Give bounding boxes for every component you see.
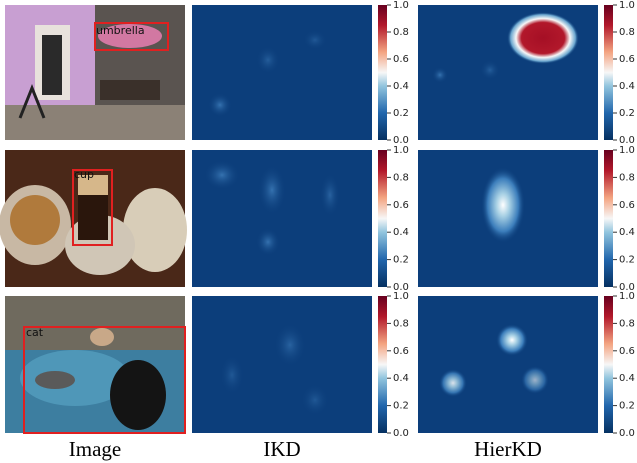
tick-label: 0.4 bbox=[619, 373, 635, 384]
tick-label: 1.0 bbox=[619, 291, 635, 302]
tick-label: 0.4 bbox=[393, 373, 409, 384]
detection-label: cup bbox=[74, 168, 94, 181]
tick-label: 0.6 bbox=[619, 54, 635, 65]
tick-label: 0.6 bbox=[619, 200, 635, 211]
photo-cat: cat bbox=[5, 296, 185, 433]
photo-cup: cup bbox=[0, 150, 187, 287]
tick-label: 0.4 bbox=[393, 227, 409, 238]
tick-label: 0.2 bbox=[393, 108, 409, 119]
tick-label: 0.2 bbox=[619, 108, 635, 119]
tick-label: 1.0 bbox=[393, 145, 409, 156]
tick-label: 0.8 bbox=[619, 27, 635, 38]
tick-label: 0.8 bbox=[393, 318, 409, 329]
tick-label: 0.8 bbox=[619, 172, 635, 183]
tick-label: 0.8 bbox=[393, 172, 409, 183]
tick-label: 0.6 bbox=[393, 346, 409, 357]
colorbar bbox=[378, 150, 387, 287]
tick-label: 0.0 bbox=[393, 428, 409, 439]
tick-label: 0.6 bbox=[393, 54, 409, 65]
photo-umbrella: umbrella bbox=[5, 5, 185, 140]
tick-label: 0.8 bbox=[619, 318, 635, 329]
tick-label: 0.2 bbox=[393, 255, 409, 266]
colorbar bbox=[378, 296, 387, 433]
tick-label: 0.2 bbox=[619, 255, 635, 266]
colorbar bbox=[604, 5, 613, 140]
tick-label: 0.6 bbox=[393, 200, 409, 211]
tick-label: 0.4 bbox=[393, 81, 409, 92]
tick-label: 1.0 bbox=[393, 0, 409, 11]
tick-label: 1.0 bbox=[619, 145, 635, 156]
colorbar bbox=[604, 296, 613, 433]
tick-label: 1.0 bbox=[619, 0, 635, 11]
column-label: IKD bbox=[263, 437, 300, 461]
tick-label: 0.2 bbox=[393, 401, 409, 412]
colorbar bbox=[378, 5, 387, 140]
tick-label: 0.8 bbox=[393, 27, 409, 38]
tick-label: 1.0 bbox=[393, 291, 409, 302]
tick-label: 0.4 bbox=[619, 227, 635, 238]
tick-label: 0.2 bbox=[619, 401, 635, 412]
column-label: HierKD bbox=[474, 437, 542, 461]
colorbar bbox=[604, 150, 613, 287]
tick-label: 0.0 bbox=[619, 428, 635, 439]
hierkd-heatmaps bbox=[418, 5, 598, 433]
detection-label: umbrella bbox=[96, 24, 145, 37]
tick-label: 0.4 bbox=[619, 81, 635, 92]
detection-label: cat bbox=[26, 326, 44, 339]
tick-label: 0.6 bbox=[619, 346, 635, 357]
ikd-heatmaps bbox=[192, 5, 372, 433]
figure: umbrella cup cat Image IKD HierKD 0.0 0.2… bbox=[0, 0, 637, 463]
column-label: Image bbox=[69, 437, 121, 461]
